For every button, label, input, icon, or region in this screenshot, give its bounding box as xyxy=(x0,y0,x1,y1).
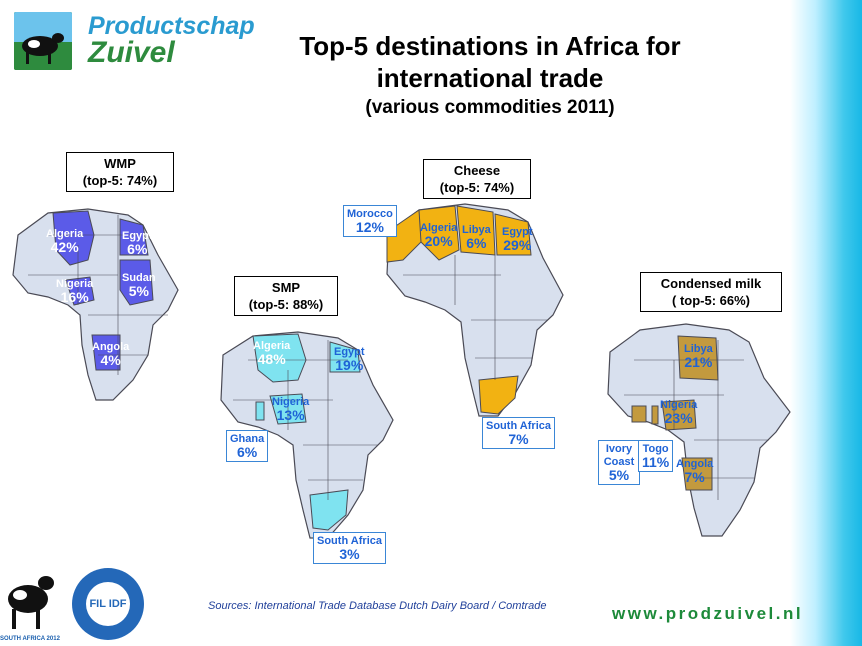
logo-text-productschap: Productschap xyxy=(88,12,255,40)
cheese-title: Cheese xyxy=(453,163,501,178)
cheese-label-morocco: Morocco 12% xyxy=(343,205,397,237)
smp-subtitle: (top-5: 88%) xyxy=(248,297,324,312)
smp-south-africa-region xyxy=(309,489,349,531)
wmp-label-egypt: Egypt 6% xyxy=(122,230,153,257)
wmp-sudan-region xyxy=(119,259,154,306)
country-borders xyxy=(403,255,548,380)
smp-title: SMP xyxy=(271,280,301,295)
africa-outline xyxy=(220,331,394,539)
wmp-title-box: WMP (top-5: 74%) xyxy=(66,152,174,192)
cheese-label-libya: Libya 6% xyxy=(462,224,491,251)
smp-egypt-region xyxy=(329,341,361,373)
cheese-africa-map xyxy=(386,203,564,417)
wmp-nigeria-region xyxy=(65,276,95,306)
wmp-label-sudan: Sudan 5% xyxy=(122,272,156,299)
wmp-label-nigeria: Nigeria 16% xyxy=(56,278,94,305)
wmp-africa-map xyxy=(12,208,179,401)
productschap-zuivel-logo: Productschap Zuivel xyxy=(10,2,255,70)
country-borders xyxy=(28,215,168,375)
fil-idf-logo: FIL IDF xyxy=(72,568,144,640)
smp-label-algeria: Algeria 48% xyxy=(253,340,291,367)
wmp-egypt-region xyxy=(119,218,149,256)
website-url: www.prodzuivel.nl xyxy=(612,604,804,623)
wmp-title: WMP xyxy=(104,156,136,171)
wmp-algeria-region xyxy=(52,210,95,266)
condensed-label-ivory-coast: Ivory Coast 5% xyxy=(598,440,640,485)
smp-label-ghana: Ghana 6% xyxy=(226,430,269,462)
condensed-label-libya: Libya 21% xyxy=(684,343,713,370)
condensed-label-nigeria: Nigeria 23% xyxy=(660,399,698,426)
sources-note: Sources: International Trade Database Du… xyxy=(208,600,547,612)
condensed-label-angola: Angola 7% xyxy=(676,458,714,485)
title-line-2: international trade xyxy=(376,63,604,93)
condensed-ivory-coast-region xyxy=(631,405,647,423)
condensed-milk-africa-map xyxy=(607,323,791,537)
africa-outline xyxy=(607,323,791,537)
cheese-egypt-region xyxy=(494,213,532,256)
condensed-title-box: Condensed milk ( top-5: 66%) xyxy=(640,272,782,312)
condensed-title: Condensed milk xyxy=(660,276,762,291)
cheese-title-box: Cheese (top-5: 74%) xyxy=(423,159,531,199)
condensed-angola-region xyxy=(681,457,713,491)
fil-idf-logo-text: FIL IDF xyxy=(86,582,130,626)
smp-algeria-region xyxy=(252,333,307,383)
country-borders xyxy=(624,340,769,500)
dairy-summit-cow-logo xyxy=(0,565,60,645)
cheese-label-south-africa: South Africa 7% xyxy=(482,417,555,449)
cow-logo-icon xyxy=(14,12,72,70)
wmp-label-angola: Angola 4% xyxy=(92,341,130,368)
cheese-south-africa-region xyxy=(478,375,519,415)
smp-label-nigeria: Nigeria 13% xyxy=(272,396,310,423)
africa-outline xyxy=(12,208,179,401)
title-line-3: (various commodities 2011) xyxy=(365,97,615,118)
smp-label-south-africa: South Africa 3% xyxy=(313,532,386,564)
condensed-nigeria-region xyxy=(661,399,697,431)
smp-label-egypt: Egypt 19% xyxy=(334,346,365,373)
smp-title-box: SMP (top-5: 88%) xyxy=(234,276,338,316)
slide-title: Top-5 destinations in Africa for interna… xyxy=(250,30,730,122)
cheese-label-algeria: Algeria 20% xyxy=(420,222,458,249)
country-borders xyxy=(233,340,378,500)
cheese-subtitle: (top-5: 74%) xyxy=(439,180,515,195)
decorative-side-gradient xyxy=(790,0,862,646)
cheese-algeria-region xyxy=(418,205,460,261)
title-line-1: Top-5 destinations in Africa for xyxy=(299,31,681,61)
wmp-label-algeria: Algeria 42% xyxy=(46,228,84,255)
cheese-morocco-region xyxy=(386,209,424,263)
wmp-subtitle: (top-5: 74%) xyxy=(82,173,158,188)
cheese-label-egypt: Egypt 29% xyxy=(502,226,533,253)
condensed-label-togo: Togo 11% xyxy=(638,440,674,472)
logo-text-zuivel: Zuivel xyxy=(88,36,175,69)
condensed-subtitle: ( top-5: 66%) xyxy=(672,293,750,308)
wmp-angola-region xyxy=(91,334,121,371)
smp-africa-map xyxy=(220,331,394,539)
smp-ghana-region xyxy=(255,401,265,421)
condensed-togo-region xyxy=(651,405,659,425)
summit-caption: SOUTH AFRICA 2012 xyxy=(0,636,60,642)
